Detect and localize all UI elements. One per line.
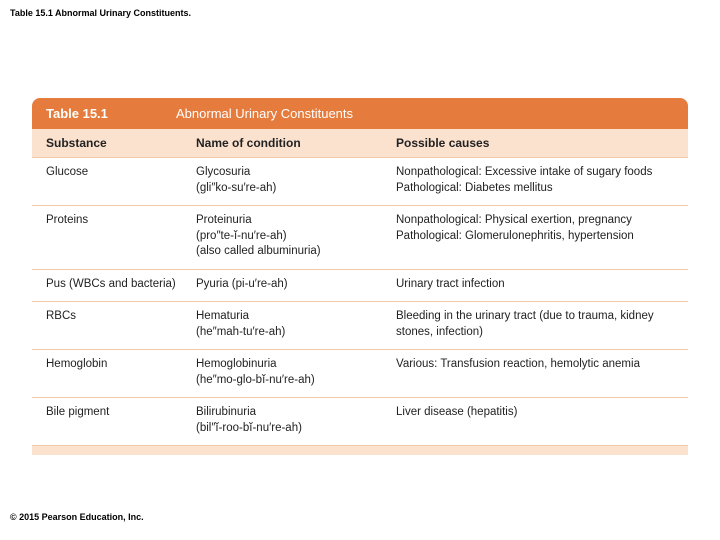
cell-substance: Proteins — [46, 213, 196, 260]
cell-substance: Hemoglobin — [46, 357, 196, 388]
cell-condition: Glycosuria(gli″ko-su′re-ah) — [196, 165, 396, 196]
cell-causes: Nonpathological: Physical exertion, preg… — [396, 213, 674, 260]
cell-condition: Bilirubinuria(bil″ĭ-roo-bĭ-nu′re-ah) — [196, 405, 396, 436]
cell-condition: Proteinuria(pro″te-ĭ-nu′re-ah)(also call… — [196, 213, 396, 260]
table-container: Table 15.1 Abnormal Urinary Constituents… — [32, 98, 688, 455]
table-title-bar: Table 15.1 Abnormal Urinary Constituents — [32, 98, 688, 129]
cell-condition: Hemoglobinuria(he″mo-glo-bĭ-nu′re-ah) — [196, 357, 396, 388]
cell-substance: Bile pigment — [46, 405, 196, 436]
table-number: Table 15.1 — [46, 106, 176, 121]
table-footer-band — [32, 445, 688, 455]
cell-substance: Pus (WBCs and bacteria) — [46, 277, 196, 293]
header-condition: Name of condition — [196, 136, 396, 150]
table-row: Glucose Glycosuria(gli″ko-su′re-ah) Nonp… — [32, 157, 688, 205]
cell-causes: Bleeding in the urinary tract (due to tr… — [396, 309, 674, 340]
table-row: RBCs Hematuria(he″mah-tu′re-ah) Bleeding… — [32, 301, 688, 349]
table-row: Bile pigment Bilirubinuria(bil″ĭ-roo-bĭ-… — [32, 397, 688, 445]
cell-causes: Nonpathological: Excessive intake of sug… — [396, 165, 674, 196]
cell-substance: Glucose — [46, 165, 196, 196]
cell-causes: Urinary tract infection — [396, 277, 674, 293]
copyright-text: © 2015 Pearson Education, Inc. — [10, 512, 144, 522]
header-causes: Possible causes — [396, 136, 674, 150]
cell-condition: Hematuria(he″mah-tu′re-ah) — [196, 309, 396, 340]
table-caption: Table 15.1 Abnormal Urinary Constituents… — [10, 8, 191, 18]
table-row: Hemoglobin Hemoglobinuria(he″mo-glo-bĭ-n… — [32, 349, 688, 397]
table-row: Pus (WBCs and bacteria) Pyuria (pi-u′re-… — [32, 269, 688, 302]
cell-causes: Various: Transfusion reaction, hemolytic… — [396, 357, 674, 388]
cell-condition: Pyuria (pi-u′re-ah) — [196, 277, 396, 293]
cell-substance: RBCs — [46, 309, 196, 340]
header-substance: Substance — [46, 136, 196, 150]
table-header-row: Substance Name of condition Possible cau… — [32, 129, 688, 157]
cell-causes: Liver disease (hepatitis) — [396, 405, 674, 436]
table-row: Proteins Proteinuria(pro″te-ĭ-nu′re-ah)(… — [32, 205, 688, 269]
table-title: Abnormal Urinary Constituents — [176, 106, 353, 121]
